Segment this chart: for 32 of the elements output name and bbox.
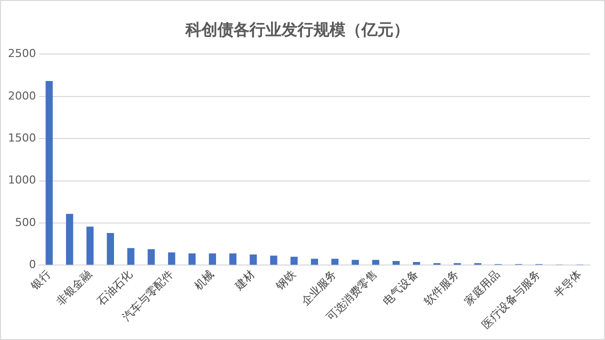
bar	[372, 260, 380, 265]
y-tick-label: 1000	[8, 174, 36, 187]
bar	[290, 256, 298, 265]
bar	[270, 256, 278, 265]
y-tick-label: 2500	[8, 47, 36, 60]
y-tick-label: 2000	[8, 89, 36, 102]
x-tick-label: 非银金融	[54, 268, 94, 308]
bar	[168, 252, 176, 265]
bar	[148, 249, 155, 265]
bar	[208, 253, 216, 265]
bar	[352, 260, 359, 265]
bar	[392, 261, 400, 265]
x-tick-label: 电气设备	[380, 268, 421, 308]
bar	[188, 253, 196, 265]
x-tick-label: 建材	[232, 268, 258, 294]
bar	[229, 253, 236, 265]
bar	[46, 80, 53, 265]
bar	[250, 254, 257, 265]
bar	[412, 262, 420, 265]
x-tick-label: 软件服务	[421, 268, 462, 308]
x-tick-label: 半导体	[551, 268, 584, 300]
bar	[66, 214, 74, 265]
y-tick-label: 500	[14, 216, 36, 229]
bar	[127, 248, 134, 265]
bar	[310, 258, 318, 265]
y-tick-label: 1500	[8, 131, 36, 144]
bar	[86, 226, 94, 265]
chart-title: 科创债各行业发行规模（亿元）	[184, 20, 410, 39]
x-tick-label: 机械	[192, 268, 217, 293]
x-tick-label: 钢铁	[272, 268, 298, 294]
bar	[331, 258, 338, 265]
bar	[106, 233, 114, 265]
